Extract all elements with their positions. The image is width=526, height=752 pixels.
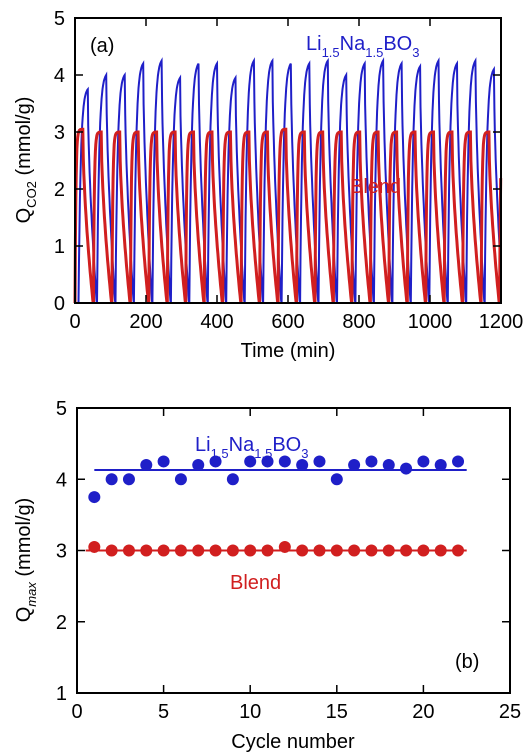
panel-b-li-series-label: Li1.5Na1.5BO3 [195,434,308,461]
x-tick-label: 15 [326,701,348,723]
blend-data-point [417,544,430,557]
li-data-point [140,459,153,471]
li-data-point [296,459,309,471]
panel-a-plot-data [73,57,503,304]
blend-sorption-curve [73,127,503,304]
x-tick-label: 800 [342,311,375,333]
y-tick-label: 3 [56,541,67,563]
blend-data-point [400,544,413,557]
blend-data-point [261,544,274,557]
li-data-point [122,473,135,486]
blend-data-point [209,544,222,557]
li-data-point [261,455,274,468]
li-data-point [330,473,343,486]
li-data-point [452,455,465,468]
y-tick-label: 2 [56,612,67,634]
y-tick-label: 5 [56,398,67,420]
x-tick-label: 0 [69,311,80,333]
y-tick-label: 1 [54,236,65,258]
blend-data-point [226,544,239,557]
blend-data-point [244,544,257,557]
li-data-point [313,455,326,468]
x-tick-label: 1200 [479,311,524,333]
panel-a-blend-series-label: Blend [350,176,401,198]
li-data-point [209,455,222,468]
li-data-point [192,459,205,471]
panel-a-ticks: 0 200 400 600 800 1000 1200 0 1 2 3 4 5 [54,8,523,333]
blend-data-point [296,544,309,557]
panel-a-x-axis-label: Time (min) [241,340,336,362]
x-tick-label: 600 [271,311,304,333]
li-data-point [105,473,118,486]
li-data-point [174,473,187,486]
li-data-point [417,455,430,468]
li-data-point [365,455,378,468]
panel-b-ticks: 0 5 10 15 20 25 1 2 3 4 5 [56,398,521,723]
blend-data-point [122,544,135,557]
x-tick-label: 200 [129,311,162,333]
x-tick-label: 400 [200,311,233,333]
panel-a-label: (a) [90,35,114,57]
blend-data-point [313,544,326,557]
li-data-point [157,455,170,468]
y-tick-label: 4 [56,469,67,491]
panel-a-li-series-label: Li1.5Na1.5BO3 [306,33,419,60]
x-tick-label: 10 [239,701,261,723]
blend-data-point [192,544,205,557]
y-tick-label: 4 [54,65,65,87]
blend-data-point [88,540,101,553]
y-tick-label: 2 [54,179,65,201]
li-data-point [400,462,413,475]
blend-data-point [330,544,343,557]
blend-data-point [348,544,361,557]
panel-a-y-axis-label: QCO2 (mmol/g) [13,97,39,224]
li-data-point [226,473,239,486]
blend-data-point [452,544,465,557]
li-data-point [348,459,361,471]
panel-b-x-axis-label: Cycle number [231,731,355,752]
x-tick-label: 1000 [408,311,453,333]
panel-b-blend-series-label: Blend [230,572,281,594]
blend-data-point [382,544,395,557]
panel-b-label: (b) [455,651,479,673]
panel-b-plot-data [85,455,467,557]
x-tick-label: 5 [158,701,169,723]
panel-b-y-axis-label: Qmax (mmol/g) [13,498,39,623]
li-data-point [244,455,257,468]
y-tick-label: 3 [54,122,65,144]
x-tick-label: 25 [499,701,521,723]
blend-data-point [174,544,187,557]
blend-data-point [278,540,291,553]
blend-data-point [105,544,118,557]
blend-data-point [365,544,378,557]
blend-data-point [140,544,153,557]
x-tick-label: 20 [412,701,434,723]
y-tick-label: 5 [54,8,65,30]
li-data-point [278,455,291,468]
y-tick-label: 0 [54,293,65,315]
x-tick-label: 0 [71,701,82,723]
blend-data-point [157,544,170,557]
blend-data-point [434,544,447,557]
li-data-point [382,459,395,471]
li-data-point [88,491,101,504]
y-tick-label: 1 [56,683,67,705]
panel-a-chart: 0 200 400 600 800 1000 1200 0 1 2 3 4 5 (a) Li1.5Na1… [13,8,523,362]
li-data-point [434,459,447,471]
